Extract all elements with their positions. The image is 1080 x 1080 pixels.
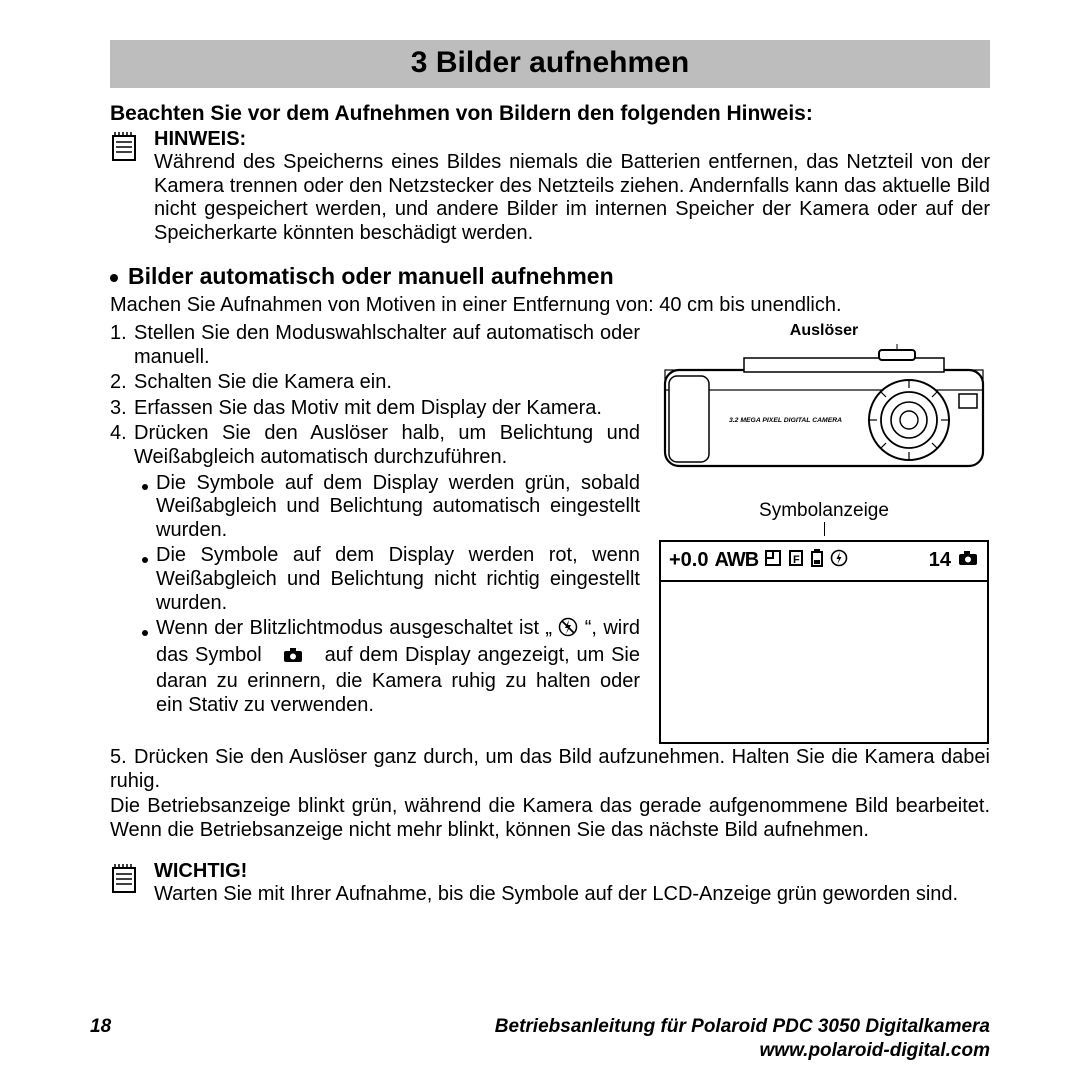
quality-icon: F — [788, 549, 804, 573]
bullet-icon — [110, 274, 118, 282]
lcd-display: +0.0 AWB F 14 — [659, 540, 989, 744]
step-4: 4. Drücken Sie den Auslöser halb, um Bel… — [110, 422, 640, 719]
important-text: Warten Sie mit Ihrer Aufnahme, bis die S… — [154, 883, 958, 907]
step-3: 3.Erfassen Sie das Motiv mit dem Display… — [110, 397, 640, 421]
section-heading-text: Bilder automatisch oder manuell aufnehme… — [128, 263, 614, 289]
lcd-status-bar: +0.0 AWB F 14 — [661, 542, 987, 582]
camera-mode-icon — [957, 549, 979, 573]
memory-icon — [764, 549, 782, 573]
battery-icon — [810, 548, 824, 574]
figures-column: Auslöser 3.2 MEGA PIXEL DIGITAL CAMERA — [658, 322, 990, 744]
notepad-icon — [110, 130, 140, 162]
body-row: 1.Stellen Sie den Moduswahlschalter auf … — [110, 322, 990, 744]
notepad-icon — [110, 862, 140, 907]
distance-text: Machen Sie Aufnahmen von Motiven in eine… — [110, 294, 990, 318]
important-label: WICHTIG! — [154, 860, 958, 883]
important-block: WICHTIG! Warten Sie mit Ihrer Aufnahme, … — [110, 860, 990, 907]
step-4-bullet-1: Die Symbole auf dem Display werden grün,… — [134, 472, 640, 543]
step-2: 2.Schalten Sie die Kamera ein. — [110, 371, 640, 395]
note-text: Während des Speicherns eines Bildes niem… — [154, 151, 990, 245]
camera-model-text: 3.2 MEGA PIXEL DIGITAL CAMERA — [729, 417, 842, 424]
note-label: HINWEIS: — [154, 128, 990, 151]
step-4-bullet-3: Wenn der Blitzlichtmodus ausgeschaltet i… — [134, 617, 640, 717]
note-block: HINWEIS: Während des Speicherns eines Bi… — [110, 128, 990, 245]
after-text: Die Betriebsanzeige blinkt grün, während… — [110, 795, 990, 842]
important-body: WICHTIG! Warten Sie mit Ihrer Aufnahme, … — [154, 860, 958, 907]
intro-line: Beachten Sie vor dem Aufnehmen von Bilde… — [110, 102, 990, 126]
manual-page: 3 Bilder aufnehmen Beachten Sie vor dem … — [0, 0, 1080, 1080]
chapter-title-band: 3 Bilder aufnehmen — [110, 40, 990, 88]
shutter-label: Auslöser — [658, 322, 990, 340]
steps-column: 1.Stellen Sie den Moduswahlschalter auf … — [110, 322, 640, 744]
step-4-bullet-2: Die Symbole auf dem Display werden rot, … — [134, 544, 640, 615]
svg-text:F: F — [793, 554, 800, 566]
footer-line-2: www.polaroid-digital.com — [90, 1040, 990, 1062]
camera-diagram: 3.2 MEGA PIXEL DIGITAL CAMERA — [659, 344, 989, 474]
shots-remaining: 14 — [929, 549, 951, 572]
camera-shake-icon — [282, 646, 304, 671]
awb-value: AWB — [714, 549, 758, 572]
lcd-body — [661, 582, 987, 742]
flash-status-icon — [830, 549, 848, 573]
step-1: 1.Stellen Sie den Moduswahlschalter auf … — [110, 322, 640, 369]
footer-line-1: Betriebsanleitung für Polaroid PDC 3050 … — [90, 1016, 990, 1038]
ev-value: +0.0 — [669, 549, 708, 572]
section-heading: Bilder automatisch oder manuell aufnehme… — [110, 263, 990, 290]
symbol-display-label: Symbolanzeige — [658, 500, 990, 522]
step-5: 5.Drücken Sie den Auslöser ganz durch, u… — [110, 746, 990, 793]
flash-off-icon — [558, 617, 578, 644]
page-footer: 18 Betriebsanleitung für Polaroid PDC 30… — [90, 1016, 990, 1062]
symbol-display-tick — [658, 522, 990, 540]
chapter-title: 3 Bilder aufnehmen — [110, 46, 990, 80]
note-body: HINWEIS: Während des Speicherns eines Bi… — [154, 128, 990, 245]
page-number: 18 — [90, 1016, 111, 1038]
